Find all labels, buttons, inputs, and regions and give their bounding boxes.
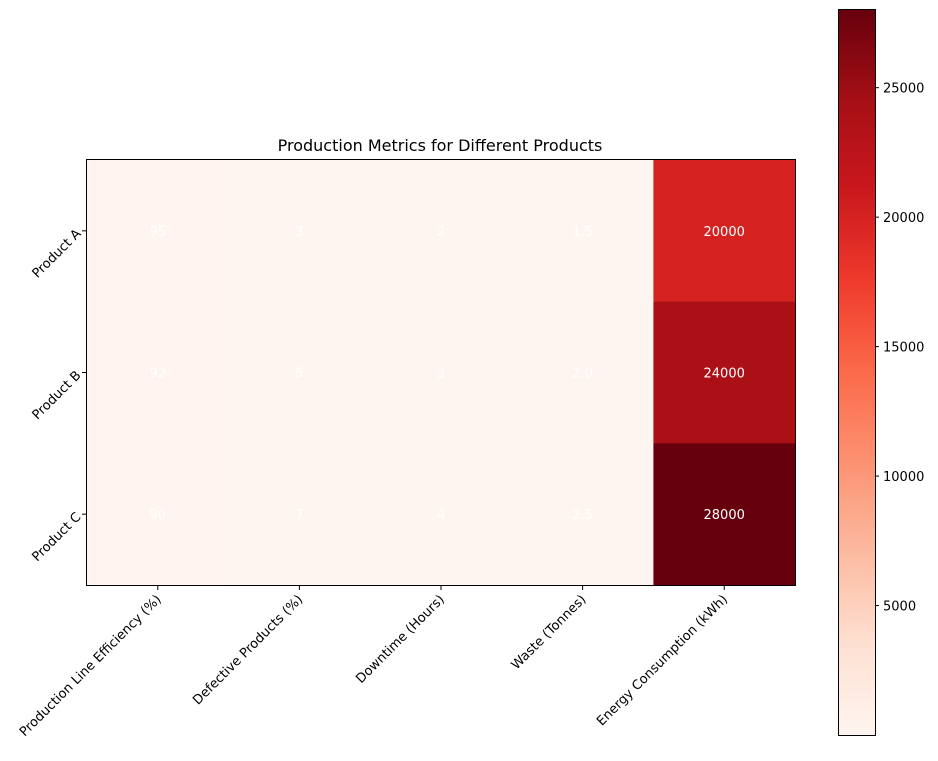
heatmap-cell — [370, 160, 513, 303]
heatmap-cell — [228, 443, 371, 586]
cell-label: 20000 — [704, 225, 745, 240]
cell-label: 5 — [295, 367, 303, 382]
x-axis: Production Line Efficiency (%) Defective … — [17, 586, 731, 740]
heatmap-cell — [228, 301, 371, 444]
x-tick-label: Defective Products (%) — [190, 592, 306, 708]
heatmap-cell — [653, 301, 796, 444]
cell-label: 90 — [150, 508, 167, 523]
heatmap-cell — [87, 160, 230, 303]
cell-label: 2 — [437, 225, 445, 240]
heatmap-cell — [511, 160, 654, 303]
heatmap-cell — [87, 443, 230, 586]
cell-label: 24000 — [704, 367, 745, 382]
heatmap-cell — [511, 301, 654, 444]
chart-title: Production Metrics for Different Product… — [278, 136, 603, 155]
heatmap-cell — [87, 301, 230, 444]
cell-label: 4 — [437, 508, 445, 523]
cell-label: 2.0 — [572, 367, 593, 382]
colorbar-tick-label: 10000 — [883, 470, 924, 485]
heatmap-cell — [228, 160, 371, 303]
colorbar-tick-label: 25000 — [883, 82, 924, 97]
colorbar-ticks: 5000 10000 15000 20000 25000 — [875, 82, 924, 615]
x-tick-label: Energy Consumption (kWh) — [594, 592, 731, 729]
y-axis: Product A Product B Product C — [30, 227, 86, 565]
cell-label: 92 — [150, 367, 167, 382]
y-tick-label: Product B — [30, 368, 85, 423]
x-tick-label: Waste (Tonnes) — [509, 592, 590, 673]
heatmap-cells: 95 3 2 1.5 20000 92 5 3 2.0 24000 90 7 4 2.5 28000 — [87, 160, 796, 586]
y-tick-label: Product A — [30, 227, 85, 282]
cell-label: 3 — [437, 367, 445, 382]
colorbar-tick-label: 15000 — [883, 341, 924, 356]
cell-label: 28000 — [704, 508, 745, 523]
cell-label: 95 — [150, 225, 167, 240]
colorbar: 5000 10000 15000 20000 25000 — [838, 9, 924, 736]
y-tick-label: Product C — [30, 510, 85, 565]
cell-label: 2.5 — [572, 508, 593, 523]
heatmap-cell — [653, 443, 796, 586]
heatmap-cell — [511, 443, 654, 586]
cell-label: 3 — [295, 225, 303, 240]
heatmap-cell — [653, 160, 796, 303]
x-tick-label: Downtime (Hours) — [353, 592, 447, 686]
plot-frame — [86, 159, 796, 586]
cell-label: 1.5 — [572, 225, 593, 240]
colorbar-gradient — [838, 9, 876, 736]
colorbar-tick-label: 5000 — [883, 600, 916, 615]
cell-label: 7 — [295, 508, 303, 523]
x-tick-label: Production Line Efficiency (%) — [17, 592, 165, 740]
heatmap-cell — [370, 443, 513, 586]
colorbar-tick-label: 20000 — [883, 211, 924, 226]
heatmap-cell — [370, 301, 513, 444]
